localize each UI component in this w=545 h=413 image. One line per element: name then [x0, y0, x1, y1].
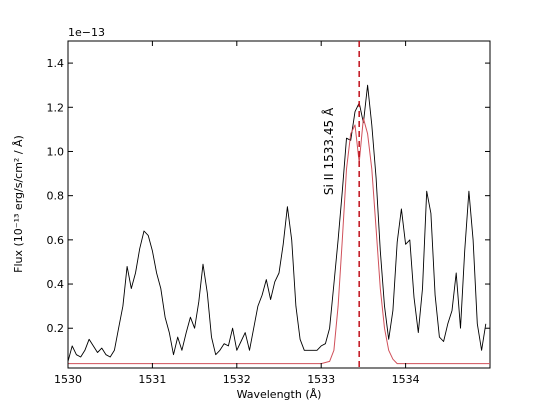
x-tick-label: 1531 — [138, 373, 166, 386]
plot-frame — [67, 40, 491, 369]
x-axis-label: Wavelength (Å) — [237, 388, 322, 401]
y-tick-label: 0.2 — [47, 322, 65, 335]
series-layer — [67, 84, 490, 365]
x-tick-label: 1534 — [392, 373, 420, 386]
tick-layer: 1530 1531 1532 1533 1534 0.2 0.4 0.6 0.8 1.0 1.2 1.… — [47, 41, 490, 386]
y-tick-label: 0.6 — [47, 234, 65, 247]
y-tick-label: 1.2 — [47, 101, 65, 114]
y-tick-label: 1.0 — [47, 145, 65, 158]
offset-text: 1e−13 — [68, 26, 105, 39]
x-tick-label: 1530 — [54, 373, 82, 386]
series-line-observed — [67, 84, 487, 362]
si-ii-label: Si II 1533.45 Å — [321, 107, 336, 195]
annotation-layer: Si II 1533.45 Å — [321, 41, 360, 368]
y-tick-label: 1.4 — [47, 57, 65, 70]
y-tick-label: 0.8 — [47, 190, 65, 203]
y-tick-label: 0.4 — [47, 278, 65, 291]
plot-area-group — [67, 40, 491, 369]
x-tick-label: 1533 — [307, 373, 335, 386]
series-line-model — [68, 117, 490, 365]
x-tick-label: 1532 — [223, 373, 251, 386]
y-axis-label: Flux (10⁻¹³ erg/s/cm² / Å) — [12, 135, 25, 273]
